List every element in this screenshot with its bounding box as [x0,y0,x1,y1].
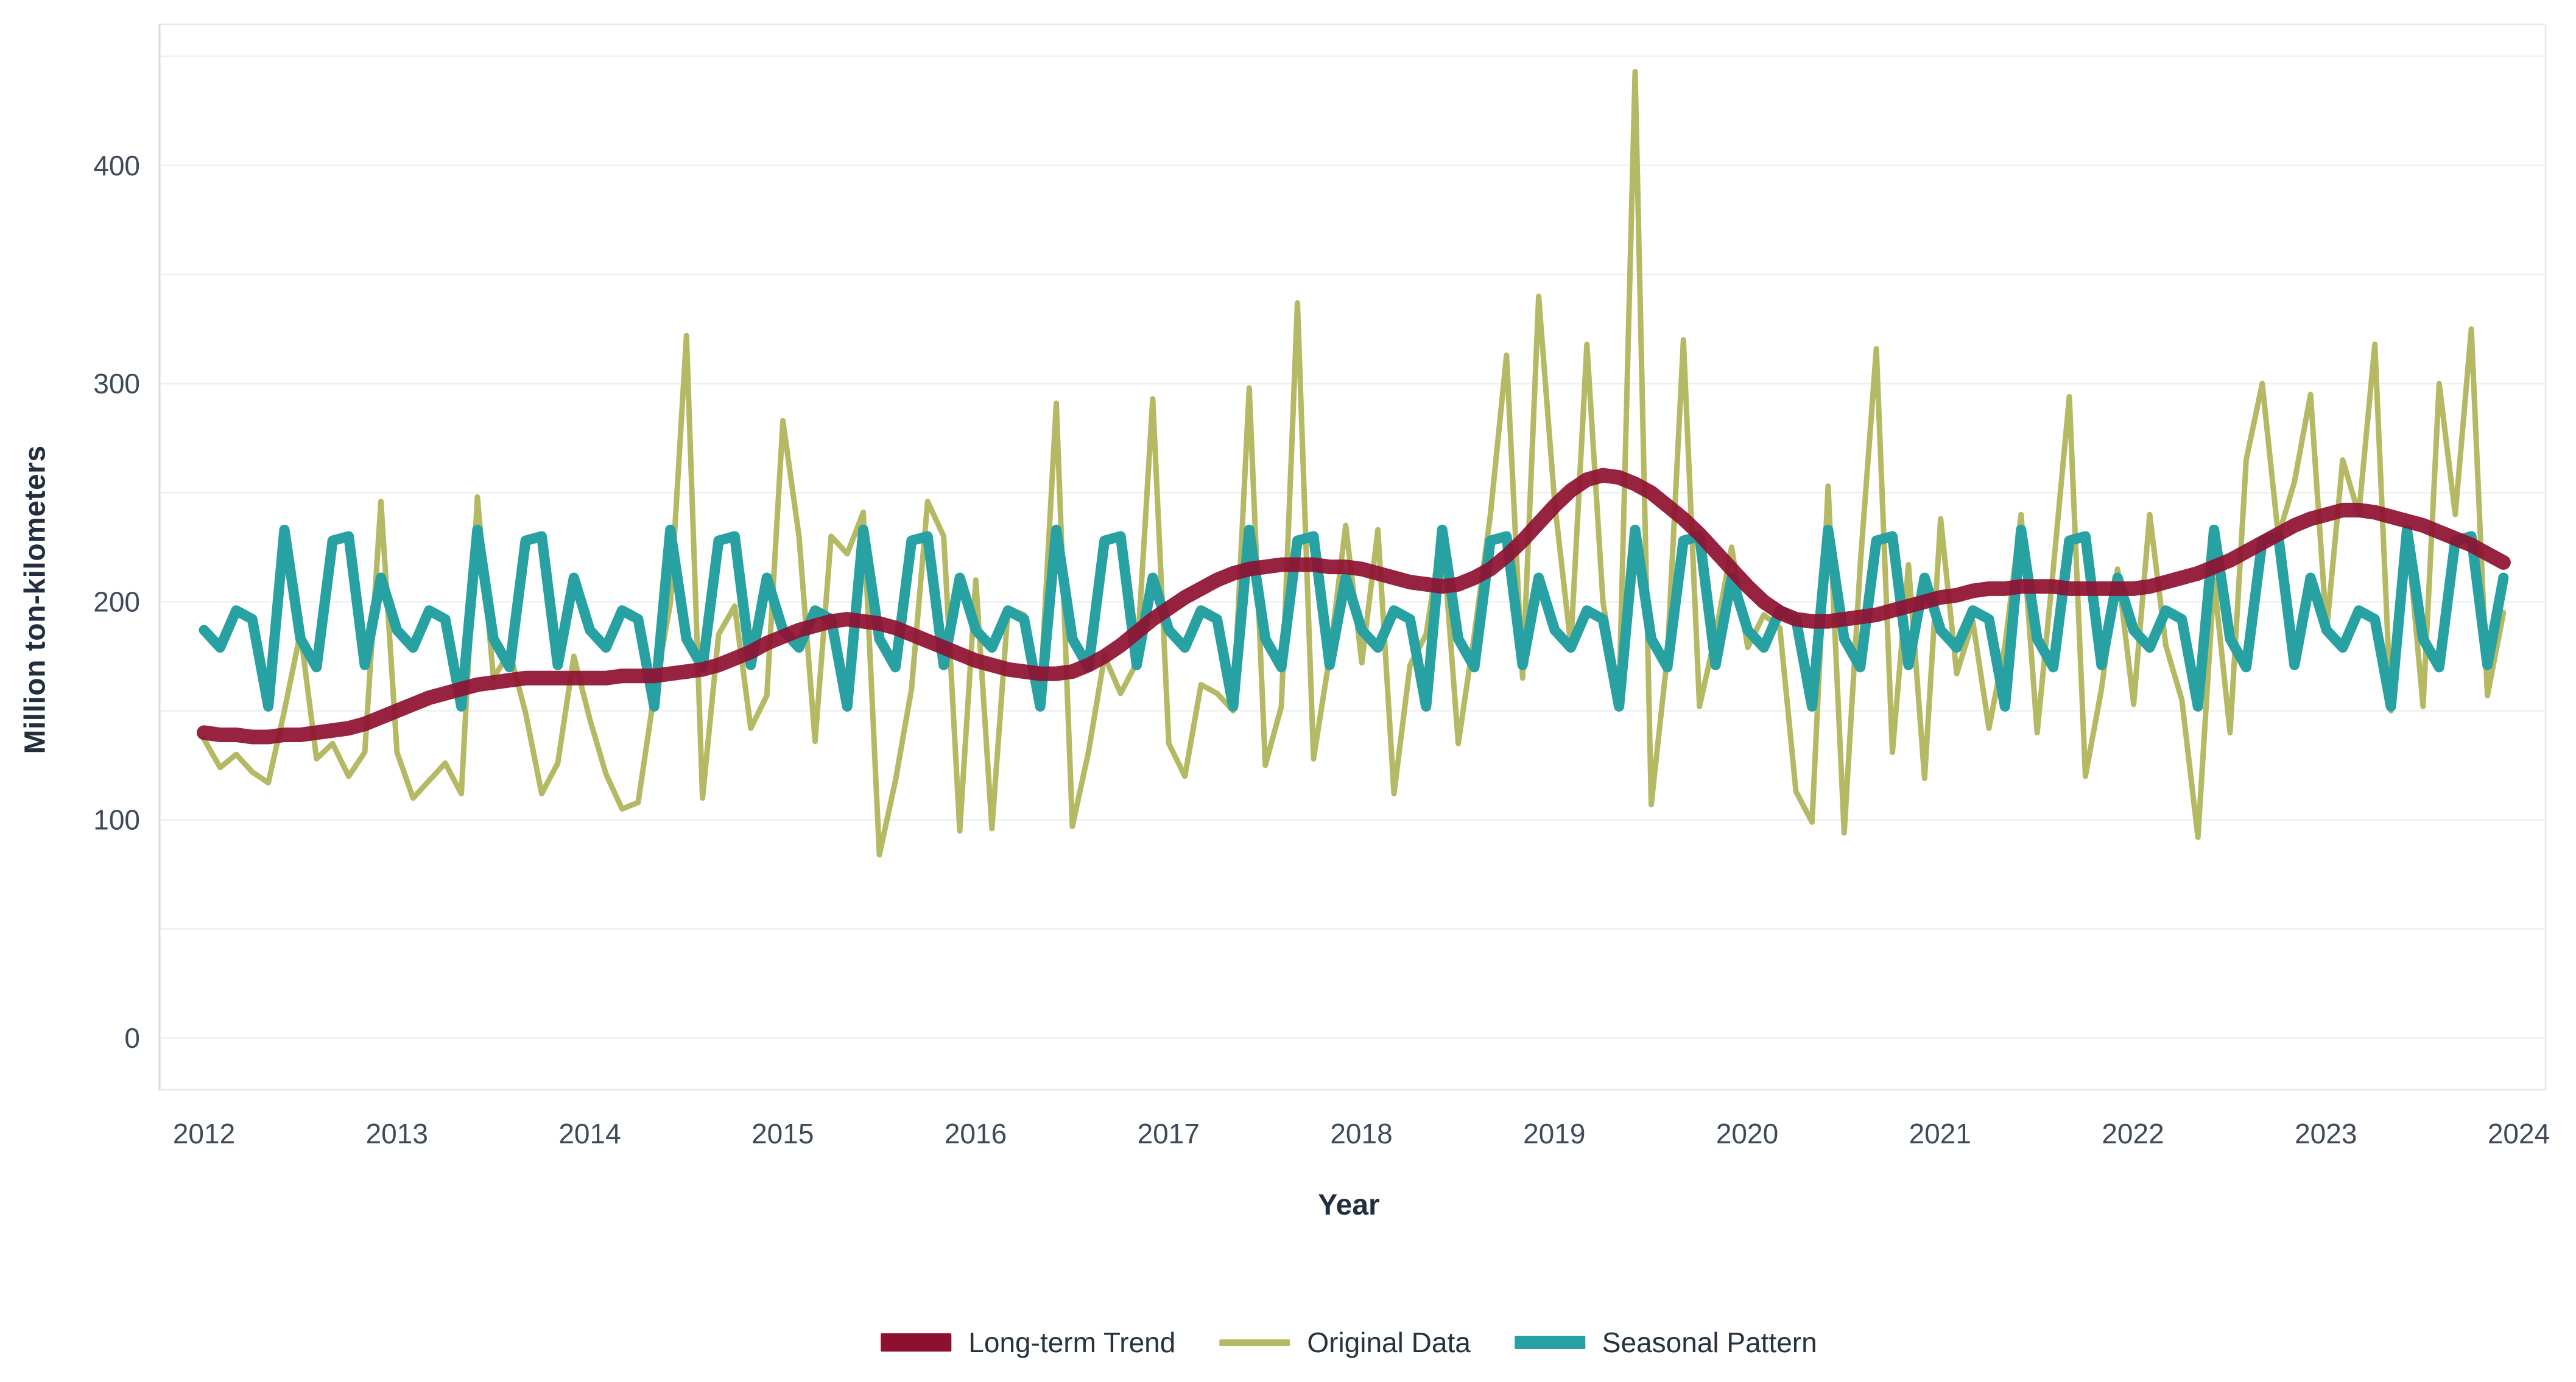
svg-text:200: 200 [93,586,140,617]
svg-text:300: 300 [93,368,140,399]
legend-label: Long-term Trend [968,1327,1176,1358]
svg-text:100: 100 [93,804,140,836]
legend-item-seasonal: Seasonal Pattern [1514,1326,1817,1359]
legend: Long-term Trend Original Data Seasonal P… [881,1326,1817,1359]
y-axis-title: Million ton-kilometers [19,445,52,754]
seasonal-line-swatch [1514,1336,1585,1349]
trend-line-swatch [881,1333,952,1352]
svg-text:2013: 2013 [366,1118,428,1149]
svg-text:2022: 2022 [2102,1118,2164,1149]
svg-text:2021: 2021 [1909,1118,1971,1149]
svg-text:2023: 2023 [2295,1118,2357,1149]
svg-text:2020: 2020 [1716,1118,1778,1149]
svg-text:400: 400 [93,150,140,181]
svg-text:2018: 2018 [1330,1118,1392,1149]
svg-text:2012: 2012 [173,1118,235,1149]
legend-label: Seasonal Pattern [1602,1327,1817,1358]
legend-item-original: Original Data [1219,1326,1471,1359]
svg-text:0: 0 [124,1022,140,1054]
svg-text:2019: 2019 [1523,1118,1585,1149]
legend-item-trend: Long-term Trend [881,1326,1175,1359]
legend-label: Original Data [1307,1327,1471,1358]
x-axis-title: Year [1318,1189,1380,1221]
svg-text:2014: 2014 [558,1118,621,1149]
svg-text:2015: 2015 [751,1118,814,1149]
svg-text:2016: 2016 [945,1118,1007,1149]
svg-text:2024: 2024 [2488,1118,2550,1149]
svg-text:2017: 2017 [1138,1118,1200,1149]
original-line-swatch [1219,1339,1290,1346]
